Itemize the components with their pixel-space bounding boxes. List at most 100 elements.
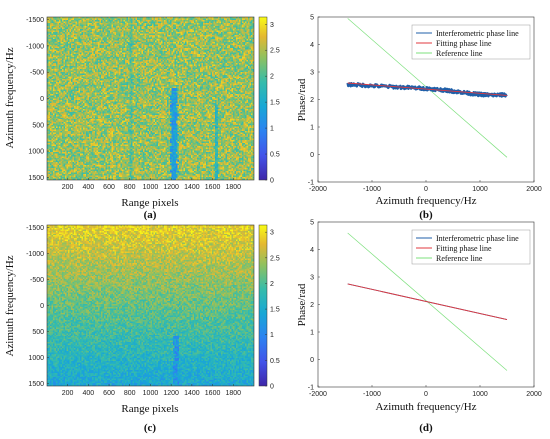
colorbar-tick-label: 2.5 [270, 255, 280, 262]
x-tick-label: 1000 [472, 391, 488, 398]
legend-entry: Reference line [436, 49, 483, 58]
y-tick-label: 0 [40, 303, 44, 310]
y-tick-label: -500 [30, 277, 44, 284]
colorbar-tick-label: 1.5 [270, 100, 280, 107]
y-tick-label: 500 [32, 122, 44, 129]
y-tick-label: -1000 [26, 251, 44, 258]
y-tick-label: 5 [310, 220, 314, 227]
series-line [347, 283, 508, 321]
colorbar-gradient [258, 16, 268, 181]
y-tick-label: 1000 [28, 355, 44, 362]
caption-c: (c) [144, 422, 157, 434]
x-tick-label: 1000 [472, 186, 488, 193]
x-tick-label: 200 [62, 184, 74, 191]
colorbar-tick-label: 3 [270, 22, 274, 29]
y-tick-label: 1000 [28, 149, 44, 156]
legend-entry: Fitting phase line [436, 244, 492, 253]
legend-entry: Reference line [436, 254, 483, 263]
xlabel-b: Azimuth frequency/Hz [375, 195, 476, 207]
colorbar-tick-label: 3 [270, 230, 274, 237]
y-tick-label: 1 [310, 125, 314, 132]
y-tick-label: 3 [310, 70, 314, 77]
x-tick-label: 600 [103, 184, 115, 191]
y-tick-label: 0 [40, 96, 44, 103]
x-tick-label: 1000 [143, 390, 159, 397]
xlabel-c: Range pixels [121, 403, 178, 415]
x-tick-label: 400 [82, 390, 94, 397]
xlabel-a: Range pixels [121, 197, 178, 209]
series-line [347, 82, 508, 96]
colorbar-tick-label: 0.5 [270, 358, 280, 365]
y-tick-label: 3 [310, 275, 314, 282]
colorbar-c: 0 0.5 1 1.5 2 2.5 3 [258, 224, 280, 391]
x-tick-label: 1800 [226, 390, 242, 397]
x-tick-label: -1000 [363, 391, 381, 398]
x-tick-label: 400 [82, 184, 94, 191]
caption-d: (d) [419, 422, 433, 434]
x-tick-label: 0 [424, 186, 428, 193]
heatmap-raster-c [47, 225, 254, 386]
x-tick-label: 2000 [526, 186, 542, 193]
y-tick-label: 2 [310, 97, 314, 104]
x-tick-label: 0 [424, 391, 428, 398]
x-tick-label: -2000 [309, 186, 327, 193]
x-tick-label: 1000 [143, 184, 159, 191]
y-tick-label: 1500 [28, 175, 44, 182]
y-tick-label: 0 [310, 357, 314, 364]
heatmap-c: 200 400 600 800 1000 1200 1400 1600 1800 -1500 -10… [26, 224, 255, 397]
panel-c: 200 400 600 800 1000 1200 1400 1600 1800-1500-10… [4, 224, 280, 434]
x-tick-label: 200 [62, 390, 74, 397]
xlabel-d: Azimuth frequency/Hz [375, 401, 476, 413]
x-tick-label: 800 [124, 184, 136, 191]
colorbar-tick-label: 0.5 [270, 152, 280, 159]
panel-a: 200 400 600 800 1000 1200 1400 1600 1800-1500-10… [4, 16, 280, 221]
caption-b: (b) [419, 209, 433, 221]
colorbar-tick-label: 1 [270, 332, 274, 339]
plot-d: -2000 -1000 0 1000 2000 -1 0 1 2 3 4 5 Interferometr… [308, 220, 542, 399]
y-tick-label: 5 [310, 15, 314, 22]
x-tick-label: 2000 [526, 391, 542, 398]
ylabel-c: Azimuth frequency/Hz [4, 255, 16, 356]
colorbar-tick-label: 0 [270, 178, 274, 185]
y-tick-label: 1500 [28, 381, 44, 388]
legend-entry: Fitting phase line [436, 39, 492, 48]
ylabel-a: Azimuth frequency/Hz [4, 47, 16, 148]
y-tick-label: 4 [310, 247, 314, 254]
y-tick-label: -500 [30, 70, 44, 77]
x-tick-label: 1400 [184, 390, 200, 397]
y-tick-label: -1500 [26, 225, 44, 232]
ylabel-d: Phase/rad [296, 283, 308, 326]
y-tick-label: -1 [308, 180, 314, 187]
ylabel-b: Phase/rad [296, 78, 308, 121]
heatmap-a: 200 400 600 800 1000 1200 1400 1600 1800 -1500 -10… [26, 16, 255, 191]
colorbar-tick-label: 2 [270, 281, 274, 288]
x-tick-label: -1000 [363, 186, 381, 193]
caption-a: (a) [144, 209, 157, 221]
colorbar-gradient [258, 224, 268, 387]
colorbar-tick-label: 2.5 [270, 48, 280, 55]
colorbar-tick-label: 2 [270, 74, 274, 81]
x-tick-label: 600 [103, 390, 115, 397]
panel-b: -2000 -1000 0 1000 2000 -1 0 1 2 3 4 5 Interferometr… [296, 15, 542, 222]
colorbar-tick-label: 0 [270, 384, 274, 391]
y-tick-label: 500 [32, 329, 44, 336]
y-tick-label: 4 [310, 42, 314, 49]
y-tick-label: 1 [310, 330, 314, 337]
x-tick-label: -2000 [309, 391, 327, 398]
x-tick-label: 1600 [205, 184, 221, 191]
y-tick-label: -1500 [26, 17, 44, 24]
x-tick-label: 1200 [163, 184, 179, 191]
y-tick-label: 2 [310, 302, 314, 309]
x-tick-label: 1200 [163, 390, 179, 397]
x-tick-label: 1600 [205, 390, 221, 397]
colorbar-tick-label: 1 [270, 126, 274, 133]
plot-b: -2000 -1000 0 1000 2000 -1 0 1 2 3 4 5 Interferometr… [308, 15, 542, 194]
x-tick-label: 1400 [184, 184, 200, 191]
legend-entry: Interferometric phase line [436, 234, 519, 243]
colorbar-tick-label: 1.5 [270, 307, 280, 314]
y-tick-label: -1 [308, 385, 314, 392]
x-tick-label: 800 [124, 390, 136, 397]
legend-entry: Interferometric phase line [436, 29, 519, 38]
x-tick-label: 1800 [226, 184, 242, 191]
